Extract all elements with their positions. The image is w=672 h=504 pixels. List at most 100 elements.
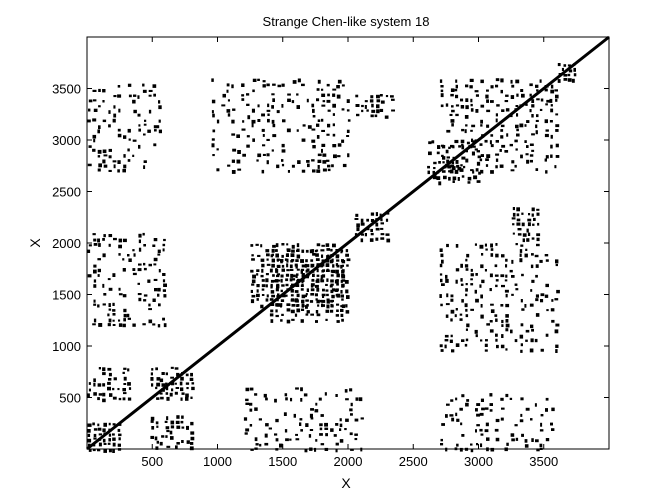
recurrence-point	[98, 323, 103, 327]
recurrence-point	[319, 433, 323, 436]
recurrence-point	[354, 438, 358, 441]
recurrence-point	[510, 433, 515, 437]
recurrence-point	[479, 412, 484, 416]
recurrence-point	[122, 371, 125, 374]
recurrence-point	[108, 378, 112, 381]
recurrence-point	[294, 313, 298, 317]
recurrence-point	[525, 103, 528, 106]
recurrence-point	[433, 167, 436, 170]
recurrence-point	[555, 344, 559, 348]
recurrence-point	[333, 154, 337, 159]
recurrence-point	[156, 425, 159, 428]
recurrence-point	[274, 433, 278, 436]
recurrence-point	[441, 144, 445, 147]
recurrence-point	[127, 148, 130, 152]
recurrence-point	[245, 402, 250, 405]
recurrence-point	[303, 393, 308, 397]
recurrence-point	[316, 98, 320, 102]
recurrence-point	[317, 119, 321, 122]
recurrence-point	[486, 89, 489, 92]
recurrence-point	[326, 248, 331, 251]
recurrence-point	[254, 437, 258, 442]
recurrence-point	[128, 387, 132, 390]
recurrence-point	[391, 98, 395, 101]
recurrence-point	[332, 113, 335, 116]
recurrence-point	[161, 372, 165, 375]
recurrence-point	[335, 254, 340, 259]
recurrence-point	[440, 278, 443, 283]
recurrence-point	[330, 303, 333, 308]
recurrence-point	[520, 397, 524, 401]
recurrence-point	[158, 129, 162, 134]
recurrence-point	[270, 254, 274, 258]
recurrence-point	[376, 99, 381, 103]
recurrence-point	[461, 394, 465, 398]
recurrence-point	[286, 308, 291, 312]
recurrence-point	[386, 212, 390, 215]
recurrence-point	[112, 302, 115, 306]
recurrence-point	[294, 298, 299, 303]
recurrence-point	[236, 134, 240, 138]
recurrence-point	[451, 417, 455, 422]
recurrence-point	[465, 283, 468, 286]
recurrence-point	[270, 303, 275, 306]
recurrence-point	[118, 108, 121, 113]
recurrence-point	[261, 113, 265, 117]
recurrence-point	[341, 139, 345, 143]
recurrence-point	[461, 145, 465, 150]
recurrence-point	[501, 334, 504, 338]
recurrence-point	[504, 279, 508, 282]
recurrence-point	[317, 79, 321, 84]
recurrence-point	[291, 304, 296, 307]
recurrence-point	[277, 84, 282, 88]
recurrence-point	[441, 423, 445, 426]
recurrence-point	[443, 175, 447, 180]
recurrence-point	[269, 298, 274, 301]
recurrence-point	[190, 421, 194, 426]
recurrence-point	[461, 156, 466, 160]
recurrence-point	[354, 233, 358, 236]
recurrence-point	[511, 160, 515, 164]
recurrence-point	[112, 387, 115, 391]
recurrence-point	[250, 244, 254, 247]
recurrence-block	[511, 207, 541, 243]
recurrence-point	[102, 100, 105, 103]
recurrence-point	[276, 275, 280, 278]
recurrence-point	[315, 402, 318, 406]
recurrence-point	[511, 275, 515, 278]
recurrence-point	[256, 273, 259, 276]
recurrence-point	[256, 298, 259, 301]
recurrence-point	[306, 288, 309, 292]
recurrence-point	[341, 84, 345, 87]
recurrence-point	[300, 319, 304, 323]
recurrence-point	[102, 367, 106, 372]
recurrence-point	[436, 176, 441, 180]
recurrence-point	[108, 448, 112, 453]
recurrence-point	[257, 104, 260, 108]
recurrence-point	[296, 243, 300, 248]
recurrence-point	[137, 293, 142, 296]
recurrence-point	[456, 164, 460, 168]
recurrence-point	[516, 207, 520, 212]
recurrence-point	[305, 299, 309, 302]
recurrence-point	[93, 269, 97, 274]
recurrence-point	[449, 169, 454, 174]
recurrence-point	[470, 98, 473, 103]
recurrence-point	[470, 169, 474, 172]
recurrence-point	[158, 105, 162, 110]
recurrence-point	[87, 163, 92, 167]
recurrence-point	[486, 124, 490, 128]
recurrence-point	[545, 438, 550, 442]
recurrence-point	[449, 113, 453, 116]
recurrence-point	[327, 109, 331, 112]
recurrence-point	[108, 110, 111, 114]
recurrence-point	[480, 304, 483, 308]
recurrence-point	[490, 248, 494, 251]
recurrence-point	[450, 294, 454, 298]
recurrence-point	[480, 314, 484, 319]
recurrence-block	[87, 232, 167, 328]
recurrence-point	[152, 323, 156, 326]
recurrence-point	[446, 293, 449, 298]
recurrence-point	[161, 435, 165, 438]
recurrence-point	[162, 279, 166, 283]
